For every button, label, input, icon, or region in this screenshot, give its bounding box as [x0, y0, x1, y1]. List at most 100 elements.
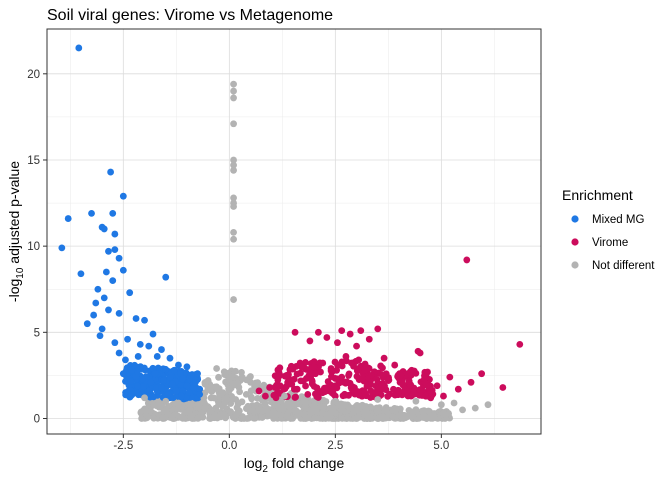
point-not-different [393, 405, 401, 413]
point-mixed-mg [124, 335, 131, 343]
point-mixed-mg [145, 342, 153, 350]
chart-title: Soil viral genes: Virome vs Metagenome [47, 7, 333, 24]
point-virome [357, 327, 365, 334]
point-mixed-mg [196, 385, 204, 393]
legend-key [571, 261, 579, 269]
point-virome [308, 377, 316, 384]
point-not-different [142, 412, 150, 420]
point-mixed-mg [111, 246, 119, 253]
point-mixed-mg [98, 325, 106, 333]
point-virome [290, 375, 298, 383]
point-virome [359, 374, 366, 382]
point-not-different [223, 395, 231, 403]
point-not-different [361, 403, 369, 411]
legend-key [571, 238, 579, 246]
point-mixed-mg [166, 374, 174, 381]
point-not-different [204, 377, 212, 384]
point-mixed-mg [179, 375, 187, 383]
point-virome [314, 328, 322, 336]
point-virome [302, 359, 309, 366]
point-mixed-mg [58, 244, 66, 252]
point-not-different [389, 413, 397, 421]
point-not-different [172, 410, 180, 418]
point-not-different [471, 404, 479, 412]
point-mixed-mg [109, 210, 117, 217]
point-mixed-mg [147, 378, 155, 386]
y-axis-title: -log10 adjusted p-value [6, 161, 26, 302]
point-not-different [250, 414, 258, 422]
point-mixed-mg [96, 332, 104, 340]
point-not-different [230, 161, 237, 169]
point-virome [297, 377, 305, 385]
point-not-different [160, 407, 168, 415]
point-virome [274, 376, 282, 384]
point-not-different [300, 410, 308, 418]
point-virome [379, 364, 386, 372]
point-mixed-mg [158, 346, 165, 353]
point-not-different [230, 120, 237, 128]
point-not-different [367, 414, 375, 421]
point-mixed-mg [168, 380, 176, 388]
point-not-different [221, 370, 229, 378]
point-mixed-mg [102, 268, 110, 276]
x-axis: -2.5 0.0 2.5 5.0 [113, 434, 449, 452]
x-tick-label: -2.5 [113, 440, 133, 452]
point-virome [463, 256, 471, 264]
y-tick-label: 10 [27, 241, 40, 253]
point-virome [361, 388, 368, 396]
point-not-different [201, 404, 209, 412]
point-virome [422, 369, 430, 377]
point-virome [384, 377, 392, 384]
legend-title: Enrichment [562, 187, 633, 203]
point-not-different [230, 166, 237, 174]
point-virome [261, 392, 269, 400]
point-virome [285, 378, 293, 386]
point-not-different [283, 411, 291, 418]
point-virome [416, 349, 424, 357]
point-virome [316, 359, 324, 367]
point-virome [374, 325, 382, 333]
point-virome [353, 342, 360, 350]
point-not-different [230, 296, 237, 303]
point-virome [313, 384, 321, 392]
point-not-different [338, 406, 346, 414]
point-virome [346, 379, 354, 387]
point-virome [317, 368, 324, 376]
point-not-different [439, 410, 447, 417]
point-mixed-mg [134, 353, 142, 360]
point-mixed-mg [75, 44, 83, 52]
point-not-different [437, 401, 445, 409]
point-mixed-mg [187, 372, 195, 379]
y-tick-label: 5 [34, 327, 40, 339]
point-not-different [302, 399, 310, 407]
point-mixed-mg [100, 225, 108, 233]
point-virome [403, 388, 411, 395]
point-virome [302, 382, 309, 390]
point-mixed-mg [100, 294, 108, 302]
point-mixed-mg [128, 366, 136, 374]
point-not-different [254, 379, 262, 387]
point-not-different [319, 403, 327, 411]
point-virome [446, 373, 454, 381]
point-virome [365, 335, 373, 343]
point-not-different [213, 365, 221, 372]
point-mixed-mg [64, 215, 72, 222]
point-virome [334, 339, 341, 347]
point-not-different [206, 386, 214, 394]
y-axis: 0 5 10 15 20 [27, 69, 47, 425]
point-mixed-mg [149, 330, 157, 338]
point-virome [372, 389, 380, 397]
point-not-different [261, 400, 269, 407]
point-virome [323, 334, 331, 341]
point-not-different [293, 407, 301, 415]
point-virome [289, 365, 297, 373]
point-mixed-mg [175, 361, 182, 369]
point-not-different [141, 394, 148, 402]
point-virome [293, 370, 301, 378]
point-not-different [175, 399, 182, 407]
point-virome [395, 387, 403, 395]
point-not-different [374, 396, 382, 403]
point-mixed-mg [185, 389, 193, 397]
point-virome [323, 384, 331, 391]
